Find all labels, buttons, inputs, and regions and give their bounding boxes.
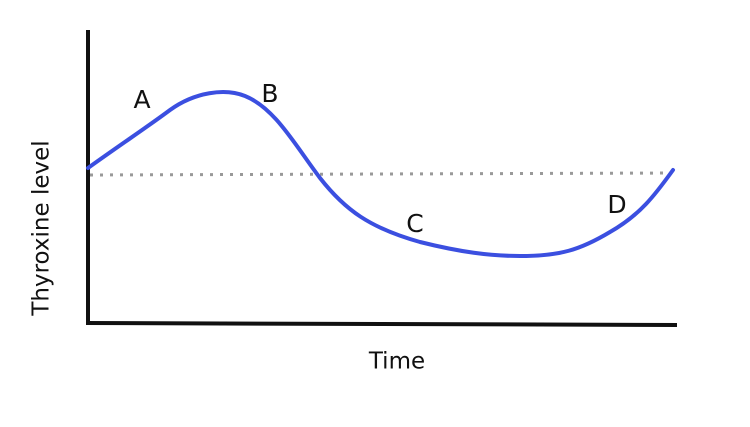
y-axis-label: Thyroxine level — [29, 140, 55, 316]
thyroxine-curve — [86, 90, 675, 259]
baseline-dotted — [89, 171, 673, 177]
point-label: D — [607, 190, 626, 219]
x-axis-label: Time — [368, 349, 425, 375]
x-axis — [85, 321, 678, 327]
point-label: B — [261, 79, 278, 108]
point-label: C — [406, 209, 423, 238]
point-label: A — [133, 85, 150, 114]
